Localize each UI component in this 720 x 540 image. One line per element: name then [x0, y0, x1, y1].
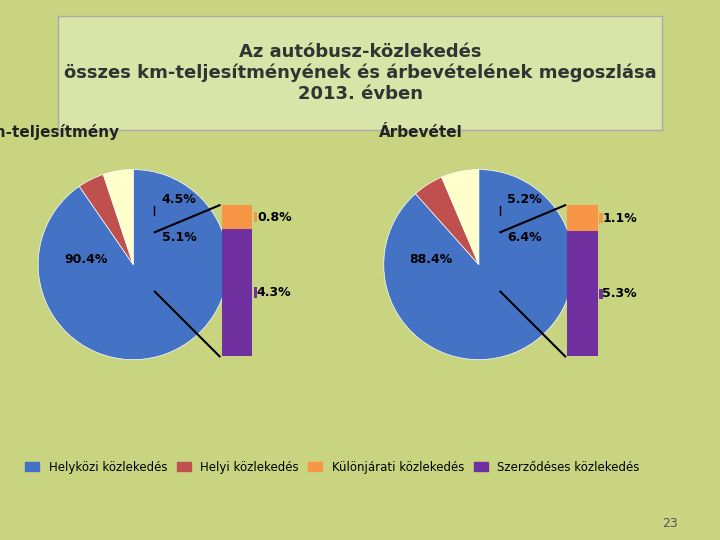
Text: 4.5%: 4.5%	[162, 193, 197, 206]
Text: 5.1%: 5.1%	[162, 232, 197, 245]
Wedge shape	[103, 170, 133, 265]
Bar	[253, 287, 258, 298]
Wedge shape	[415, 177, 479, 265]
Text: Az autóbusz-közlekedés
összes km-teljesítményének és árbevételének megoszlása
20: Az autóbusz-közlekedés összes km-teljesí…	[63, 43, 657, 103]
Text: 6.4%: 6.4%	[508, 232, 542, 245]
Legend: Helyközi közlekedés, Helyi közlekedés, Különjárati közlekedés, Szerződéses közle: Helyközi közlekedés, Helyi közlekedés, K…	[20, 456, 644, 478]
Wedge shape	[441, 170, 479, 265]
Text: Árbevétel: Árbevétel	[379, 125, 463, 140]
Text: 5.2%: 5.2%	[508, 193, 542, 206]
Wedge shape	[384, 170, 574, 360]
FancyBboxPatch shape	[567, 205, 598, 231]
Bar	[599, 213, 603, 224]
Wedge shape	[79, 174, 133, 265]
FancyBboxPatch shape	[222, 229, 253, 356]
Bar	[253, 212, 258, 222]
Text: 5.3%: 5.3%	[603, 287, 637, 300]
Text: 23: 23	[662, 517, 678, 530]
FancyBboxPatch shape	[567, 231, 598, 356]
FancyBboxPatch shape	[222, 205, 253, 229]
Text: 0.8%: 0.8%	[257, 211, 292, 224]
Text: 1.1%: 1.1%	[603, 212, 637, 225]
Text: Km-teljesítmény: Km-teljesítmény	[0, 124, 120, 140]
Wedge shape	[38, 170, 228, 360]
Bar	[599, 288, 603, 299]
Text: 90.4%: 90.4%	[64, 253, 107, 266]
Text: 88.4%: 88.4%	[410, 253, 453, 266]
Text: 4.3%: 4.3%	[257, 286, 292, 299]
